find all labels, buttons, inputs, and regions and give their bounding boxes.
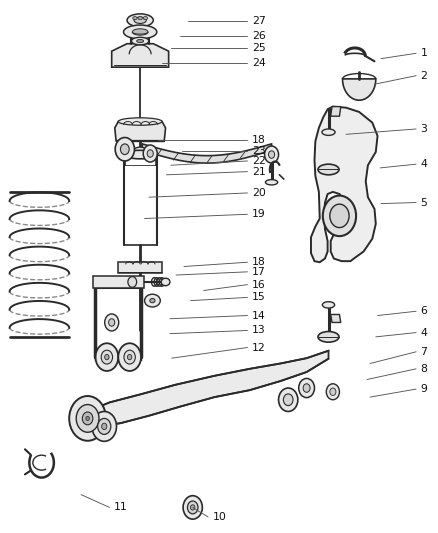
Text: 6: 6 bbox=[420, 306, 427, 316]
Text: 15: 15 bbox=[252, 293, 265, 302]
Ellipse shape bbox=[133, 147, 147, 156]
Circle shape bbox=[191, 505, 195, 510]
Ellipse shape bbox=[118, 118, 162, 125]
Text: 18: 18 bbox=[252, 257, 265, 267]
Text: 4: 4 bbox=[420, 159, 427, 169]
Text: 20: 20 bbox=[252, 188, 266, 198]
Circle shape bbox=[268, 151, 275, 158]
Ellipse shape bbox=[131, 37, 149, 45]
Text: 1: 1 bbox=[420, 49, 427, 58]
Circle shape bbox=[299, 378, 314, 398]
Circle shape bbox=[105, 354, 109, 360]
Ellipse shape bbox=[138, 17, 142, 20]
Text: 19: 19 bbox=[252, 209, 265, 219]
Circle shape bbox=[102, 423, 107, 430]
Circle shape bbox=[115, 138, 134, 161]
Circle shape bbox=[124, 350, 135, 364]
Ellipse shape bbox=[150, 298, 155, 303]
Ellipse shape bbox=[127, 14, 153, 27]
Circle shape bbox=[86, 416, 89, 421]
Text: 16: 16 bbox=[252, 280, 265, 289]
Circle shape bbox=[143, 145, 157, 162]
Circle shape bbox=[82, 412, 93, 425]
Circle shape bbox=[147, 150, 153, 157]
Circle shape bbox=[183, 496, 202, 519]
Text: 11: 11 bbox=[114, 503, 127, 512]
Text: 4: 4 bbox=[420, 328, 427, 337]
Polygon shape bbox=[311, 107, 378, 262]
Circle shape bbox=[128, 277, 137, 287]
Text: 7: 7 bbox=[420, 347, 427, 357]
Text: 13: 13 bbox=[252, 326, 265, 335]
Circle shape bbox=[76, 405, 99, 432]
Circle shape bbox=[69, 396, 106, 441]
Circle shape bbox=[95, 343, 118, 371]
Text: 2: 2 bbox=[420, 71, 427, 80]
Circle shape bbox=[105, 314, 119, 331]
Circle shape bbox=[101, 350, 113, 364]
Ellipse shape bbox=[132, 29, 148, 35]
Text: 26: 26 bbox=[252, 31, 265, 41]
Text: 24: 24 bbox=[252, 58, 265, 68]
Circle shape bbox=[330, 204, 349, 228]
Polygon shape bbox=[88, 351, 328, 425]
Text: 22: 22 bbox=[252, 156, 265, 166]
Ellipse shape bbox=[133, 17, 137, 20]
Ellipse shape bbox=[137, 39, 144, 43]
Circle shape bbox=[127, 354, 132, 360]
Circle shape bbox=[265, 146, 279, 163]
Circle shape bbox=[109, 319, 115, 326]
Circle shape bbox=[303, 384, 310, 392]
Polygon shape bbox=[331, 107, 341, 116]
Polygon shape bbox=[331, 314, 341, 322]
Text: 18: 18 bbox=[252, 135, 265, 144]
Circle shape bbox=[118, 343, 141, 371]
Circle shape bbox=[330, 388, 336, 395]
Circle shape bbox=[326, 384, 339, 400]
Ellipse shape bbox=[124, 150, 157, 159]
Ellipse shape bbox=[161, 278, 170, 286]
Text: 10: 10 bbox=[212, 512, 226, 522]
Text: 27: 27 bbox=[252, 17, 265, 26]
Polygon shape bbox=[115, 122, 166, 141]
Ellipse shape bbox=[145, 294, 160, 307]
Circle shape bbox=[98, 418, 111, 434]
Text: 21: 21 bbox=[252, 167, 265, 176]
Ellipse shape bbox=[318, 332, 339, 342]
Polygon shape bbox=[118, 262, 162, 273]
Text: 23: 23 bbox=[252, 147, 265, 156]
Text: 8: 8 bbox=[420, 364, 427, 374]
Ellipse shape bbox=[265, 180, 278, 185]
Polygon shape bbox=[343, 79, 376, 100]
Circle shape bbox=[323, 196, 356, 236]
Text: 14: 14 bbox=[252, 311, 265, 320]
Polygon shape bbox=[112, 44, 169, 67]
Text: 25: 25 bbox=[252, 43, 265, 53]
Polygon shape bbox=[93, 276, 144, 288]
Polygon shape bbox=[142, 144, 272, 163]
Ellipse shape bbox=[318, 164, 339, 175]
Text: 9: 9 bbox=[420, 384, 427, 394]
Ellipse shape bbox=[322, 302, 335, 308]
Circle shape bbox=[283, 394, 293, 406]
Ellipse shape bbox=[143, 17, 148, 20]
Circle shape bbox=[187, 501, 198, 514]
Ellipse shape bbox=[124, 25, 157, 39]
Circle shape bbox=[92, 411, 117, 441]
Text: 12: 12 bbox=[252, 343, 265, 352]
Text: 3: 3 bbox=[420, 124, 427, 134]
Ellipse shape bbox=[322, 129, 335, 135]
Ellipse shape bbox=[134, 17, 146, 23]
Circle shape bbox=[120, 144, 129, 155]
Circle shape bbox=[279, 388, 298, 411]
Text: 5: 5 bbox=[420, 198, 427, 207]
Text: 17: 17 bbox=[252, 267, 265, 277]
